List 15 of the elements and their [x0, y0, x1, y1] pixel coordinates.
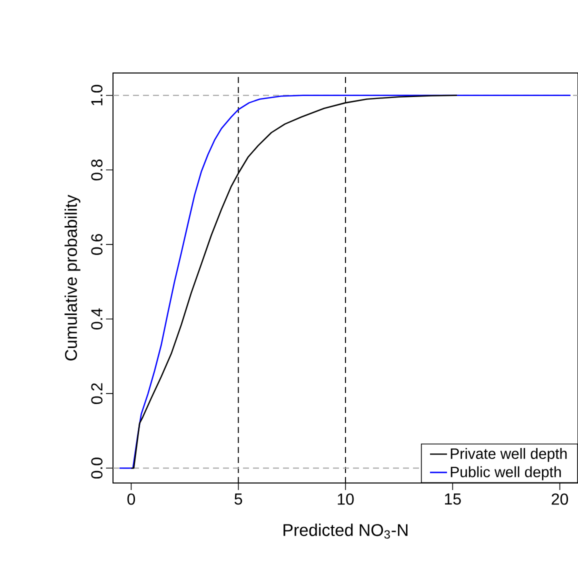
- y-tick-label: 1.0: [91, 84, 102, 106]
- x-tick-label: 5: [234, 494, 242, 505]
- y-tick-label: 0.4: [91, 308, 102, 330]
- legend-label: Public well depth: [450, 466, 561, 480]
- y-tick-label: 0.6: [91, 234, 102, 255]
- x-tick-label: 15: [445, 494, 461, 505]
- y-tick-label: 0.2: [91, 383, 102, 404]
- y-tick-label: 0.8: [91, 160, 102, 180]
- y-tick-label: 0.0: [91, 458, 102, 479]
- y-axis-title: Cumulative probability: [64, 194, 80, 360]
- x-tick-label: 0: [127, 494, 136, 505]
- x-tick-label: 20: [552, 494, 568, 505]
- legend-label: Private well depth: [450, 448, 567, 462]
- x-tick-label: 10: [338, 494, 354, 505]
- x-axis-title: Predicted NO$_{3}$-N: [284, 524, 408, 539]
